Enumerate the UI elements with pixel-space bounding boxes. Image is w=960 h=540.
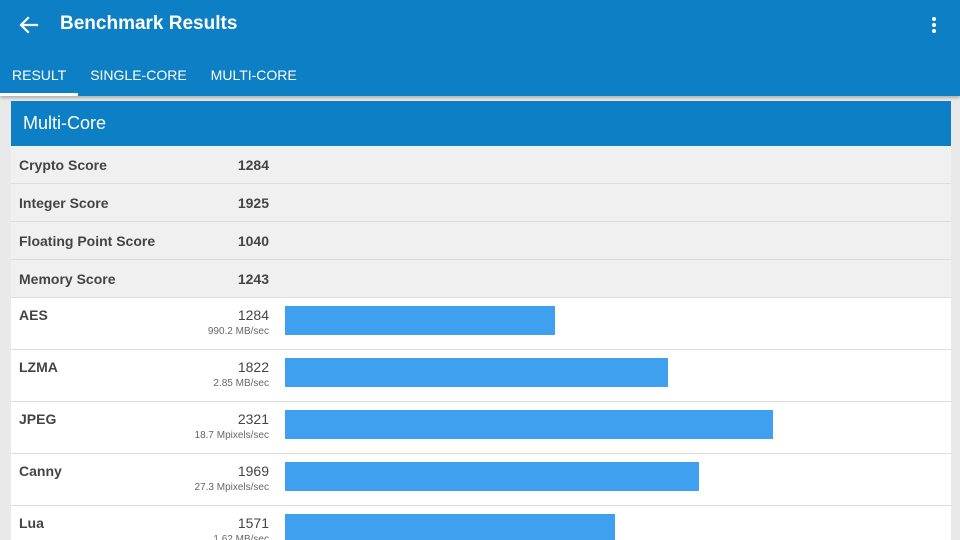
summary-label: Integer Score (19, 194, 109, 211)
benchmark-bar (285, 514, 615, 540)
benchmark-throughput: 1.62 MB/sec (213, 534, 269, 540)
tab-result[interactable]: RESULT (0, 54, 79, 96)
benchmark-bar (285, 410, 773, 439)
summary-row: Integer Score 1925 (11, 183, 951, 221)
benchmark-list: AES 1284 990.2 MB/sec LZMA 1822 2.85 MB/sec JP… (11, 297, 951, 540)
results-card: Multi-Core Crypto Score 1284 Integer Score… (11, 101, 951, 540)
arrow-left-icon (19, 16, 39, 34)
summary-label: Memory Score (19, 270, 116, 287)
section-header: Multi-Core (11, 101, 951, 146)
tab-single-core[interactable]: SINGLE-CORE (90, 67, 187, 83)
summary-value: 1284 (237, 156, 269, 173)
section-title: Multi-Core (23, 113, 107, 133)
benchmark-score: 1822 (237, 359, 269, 375)
more-vertical-icon (932, 17, 936, 33)
summary-value: 1925 (237, 194, 269, 211)
summary-value: 1040 (237, 232, 269, 249)
overflow-menu-button[interactable] (920, 12, 948, 38)
benchmark-score: 1284 (237, 307, 269, 323)
tab-multi-core[interactable]: MULTI-CORE (210, 67, 297, 83)
benchmark-bar (285, 306, 555, 335)
benchmark-row[interactable]: Canny 1969 27.3 Mpixels/sec (11, 453, 951, 505)
benchmark-throughput: 2.85 MB/sec (213, 378, 269, 389)
summary-row: Floating Point Score 1040 (11, 221, 951, 259)
benchmark-throughput: 27.3 Mpixels/sec (194, 482, 269, 493)
summary-scores: Crypto Score 1284 Integer Score 1925 Floatin… (11, 146, 951, 297)
benchmark-name: JPEG (19, 411, 57, 427)
summary-row: Crypto Score 1284 (11, 146, 951, 183)
benchmark-name: Lua (19, 515, 44, 531)
benchmark-name: LZMA (19, 359, 58, 375)
page-title: Benchmark Results (60, 13, 238, 34)
benchmark-throughput: 18.7 Mpixels/sec (194, 430, 269, 441)
tab-bar: RESULT SINGLE-CORE MULTI-CORE (0, 54, 309, 96)
benchmark-row[interactable]: Lua 1571 1.62 MB/sec (11, 505, 951, 540)
benchmark-score: 2321 (237, 411, 269, 427)
summary-row: Memory Score 1243 (11, 259, 951, 297)
summary-value: 1243 (237, 270, 269, 287)
benchmark-row[interactable]: AES 1284 990.2 MB/sec (11, 297, 951, 349)
benchmark-bar (285, 462, 699, 491)
summary-label: Crypto Score (19, 156, 107, 173)
benchmark-throughput: 990.2 MB/sec (207, 326, 269, 337)
benchmark-row[interactable]: JPEG 2321 18.7 Mpixels/sec (11, 401, 951, 453)
app-bar: Benchmark Results RESULT SINGLE-CORE MULTI… (0, 0, 960, 96)
benchmark-name: AES (19, 307, 48, 323)
benchmark-name: Canny (19, 463, 62, 479)
benchmark-score: 1571 (237, 515, 269, 531)
summary-label: Floating Point Score (19, 232, 156, 249)
back-button[interactable] (14, 10, 44, 40)
benchmark-bar (285, 358, 668, 387)
benchmark-row[interactable]: LZMA 1822 2.85 MB/sec (11, 349, 951, 401)
benchmark-score: 1969 (237, 463, 269, 479)
